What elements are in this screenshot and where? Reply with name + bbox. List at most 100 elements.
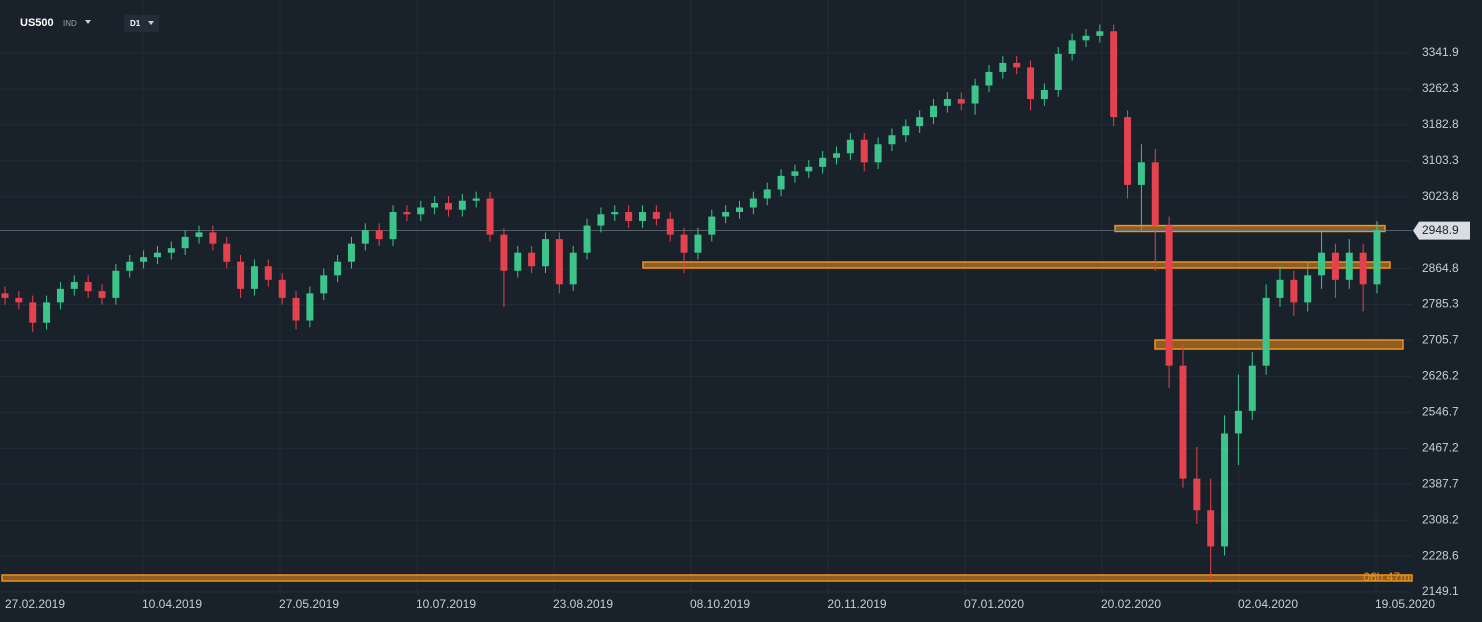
candle-body [223,243,231,262]
candle-body [514,252,522,271]
timeframe-box[interactable] [124,15,159,32]
timeframe-dropdown[interactable] [148,21,154,25]
last-price-badge [1413,221,1470,240]
candle-body [1248,365,1256,411]
candle-body [500,234,508,271]
y-tick-label: 2626.2 [1422,369,1459,383]
candle-body [1234,410,1242,434]
candle-body [1096,31,1104,36]
timer: 06h 47m [1363,570,1410,584]
candle-body [278,279,286,298]
candle-body [209,232,217,244]
y-tick-label: 3182.8 [1422,117,1459,131]
candle-body [84,282,92,292]
timeframe[interactable]: D1 [130,19,141,28]
y-tick-label: 2228.6 [1422,548,1459,562]
candle-body [264,266,272,280]
sr-zone [642,261,1391,269]
candle-body [749,198,757,208]
candle-body [652,212,660,219]
candles [1,24,1381,583]
candle-body [1068,40,1076,54]
candle-body [292,297,300,321]
sr-zone [1114,224,1386,233]
candle-body [15,297,23,303]
candle-body [833,153,841,158]
candle-body [458,200,466,210]
candle-body [444,202,452,210]
candle-body [1013,62,1021,68]
candle-body [805,166,813,172]
x-tick-label: 20.11.2019 [827,597,886,611]
candle-body [140,257,148,262]
candle-body [181,236,189,249]
grid [0,52,1412,593]
candle-body [777,175,785,190]
x-tick-label: 19.05.2020 [1375,597,1435,611]
x-tick-label: 08.10.2019 [690,597,750,611]
zones [0,224,1413,582]
symbol-dropdown[interactable] [85,20,91,24]
candle-body [1151,162,1159,226]
candle-body [29,302,37,323]
sr-zone [1,574,1413,582]
candle-body [1137,162,1145,185]
candle-body [375,230,383,240]
candle-body [1207,510,1215,547]
candle-body [43,302,51,323]
candle-body [555,239,563,285]
x-tick-label: 10.04.2019 [142,597,202,611]
candle-body [999,62,1007,72]
candle-body [1082,35,1090,41]
candle-body [403,212,411,215]
candle-body [736,207,744,213]
last-price-label: 2948.9 [1422,223,1459,237]
candle-body [680,234,688,253]
x-tick-label: 20.02.2020 [1101,597,1161,611]
x-tick-label: 07.01.2020 [964,597,1024,611]
candle-body [472,198,480,201]
candle-body [1040,90,1048,100]
y-tick-label: 2149.1 [1422,584,1459,598]
candle-body [361,230,369,244]
candle-body [417,207,425,215]
candle-body [1373,230,1381,285]
x-tick-label: 27.02.2019 [5,597,65,611]
candle-body [306,293,314,321]
candle-body [860,139,868,163]
candle-body [112,270,120,298]
candle-body [237,261,245,289]
candle-body [1318,252,1326,276]
y-tick-label: 3341.9 [1422,45,1459,59]
y-tick-label: 2467.2 [1422,440,1459,454]
candle-body [528,252,536,267]
y-tick-label: 2387.7 [1422,476,1459,490]
candle-body [70,282,78,289]
candle-body [98,291,106,298]
candle-body [389,212,397,240]
candle-body [1221,433,1229,547]
symbol[interactable]: US500 [20,17,54,29]
candle-body [1110,31,1118,118]
candle-body [1345,252,1353,280]
candle-body [722,212,730,217]
candle-body [874,144,882,163]
candle-body [1165,225,1173,366]
y-tick-label: 2308.2 [1422,512,1459,526]
x-tick-label: 10.07.2019 [416,597,476,611]
candle-body [791,171,799,176]
y-tick-label: 3103.3 [1422,153,1459,167]
candle-body [888,135,896,145]
candle-body [625,212,633,222]
candle-body [1304,275,1312,303]
candle-body [1,293,9,298]
labels: 3341.9 3262.3 3182.8 3103.3 3023.8 2864.8 2785… [5,45,1470,611]
candle-body [583,225,591,253]
candle-body [126,261,134,271]
y-tick-label: 2705.7 [1422,333,1459,347]
y-tick-label: 3262.3 [1422,81,1459,95]
candle-body [943,99,951,106]
sr-zone [1154,339,1404,350]
